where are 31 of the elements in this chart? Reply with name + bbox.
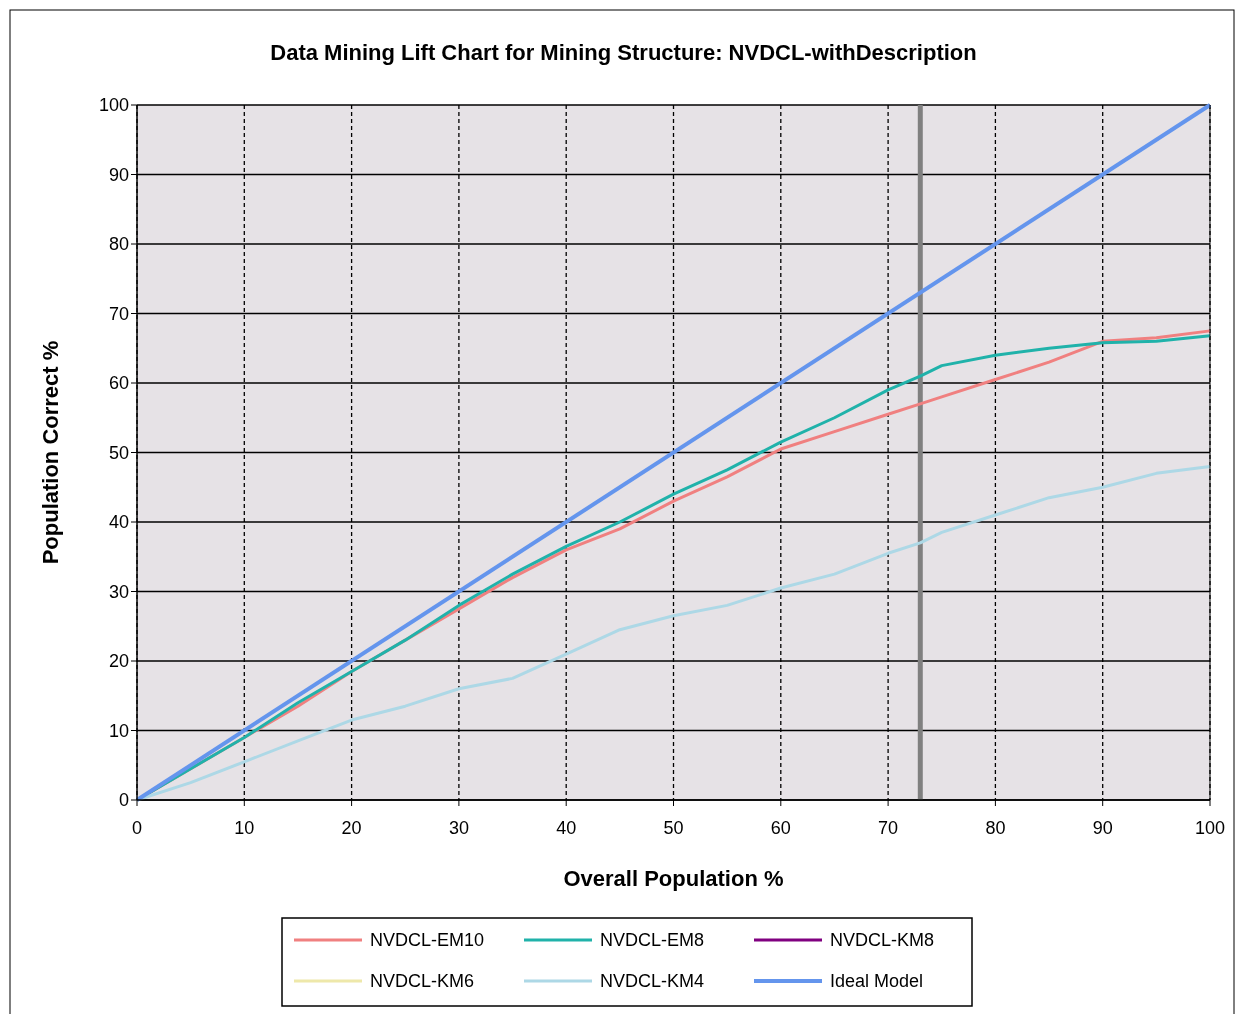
x-tick-label: 30 [448,818,469,838]
y-tick-label: 60 [108,373,129,394]
x-tick-label: 0 [131,818,143,838]
legend-label: Ideal Model [830,971,924,992]
legend-label: NVDCL-KM4 [600,971,705,992]
y-tick-label: 70 [108,303,129,324]
y-tick-label: 80 [108,234,129,255]
y-tick-label: 10 [108,720,129,741]
legend-label: NVDCL-KM8 [830,930,935,951]
legend-label: NVDCL-EM8 [600,930,705,951]
chart-title: Data Mining Lift Chart for Mining Structure: NVDCL-withDescription [270,40,977,65]
x-tick-label: 60 [770,818,791,838]
y-axis-title: Population Correct % [38,340,63,565]
y-tick-label: 20 [108,651,129,672]
legend-label: NVDCL-EM10 [370,930,485,951]
x-tick-label: 80 [985,818,1006,838]
y-tick-label: 50 [108,442,129,463]
y-tick-label: 30 [108,581,129,602]
x-axis-title: Overall Population % [563,866,784,891]
y-tick-label: 100 [98,95,129,116]
x-tick-label: 40 [556,818,577,838]
y-tick-label: 90 [108,164,129,185]
x-tick-label: 90 [1092,818,1113,838]
x-tick-label: 10 [234,818,255,838]
legend-label: NVDCL-KM6 [370,971,475,992]
x-tick-label: 20 [341,818,362,838]
x-tick-label: 100 [1194,818,1226,838]
x-tick-label: 50 [663,818,684,838]
x-tick-label: 70 [878,818,899,838]
y-tick-label: 0 [118,790,129,811]
y-tick-label: 40 [108,512,129,533]
